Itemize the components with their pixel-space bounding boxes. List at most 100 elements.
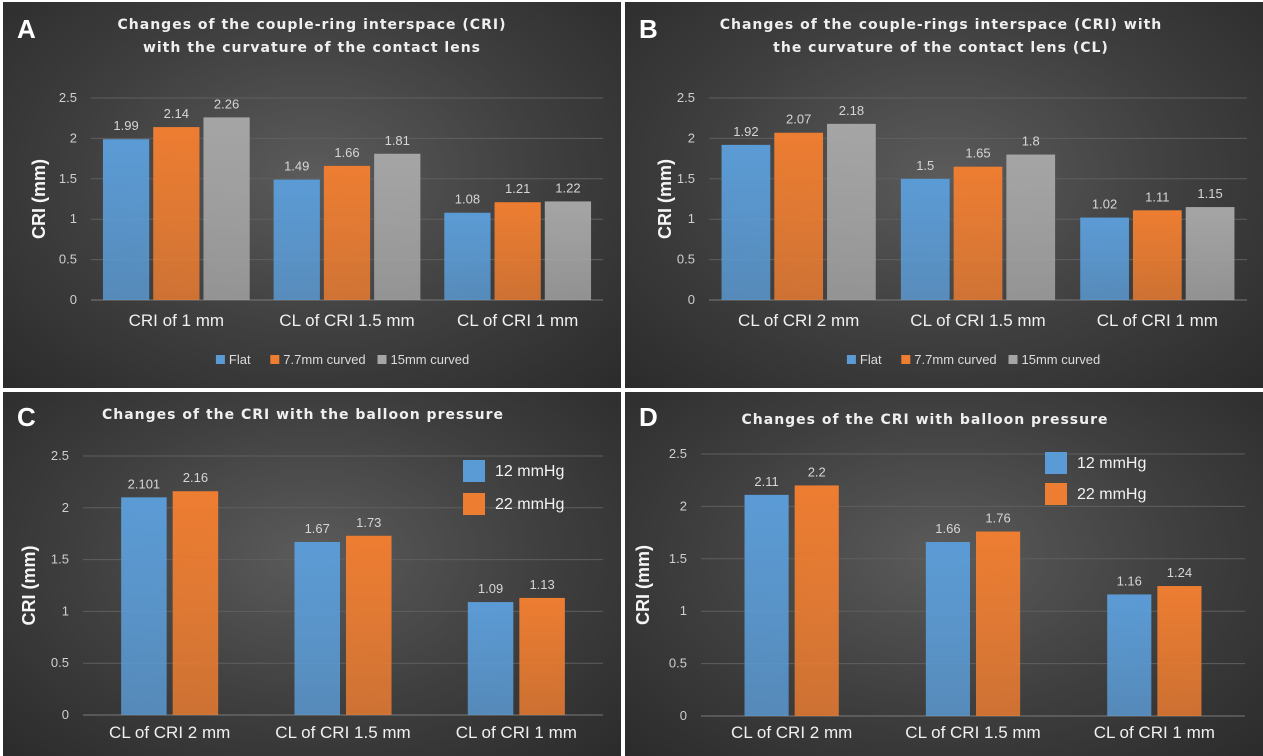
chart-c-svg: C Changes of the CRI with the balloon pre… xyxy=(17,402,603,742)
legend-swatch xyxy=(463,493,485,515)
y-tick-label: 0.5 xyxy=(51,655,69,670)
y-tick-label: 2 xyxy=(70,130,77,145)
legend-swatch xyxy=(901,355,911,364)
chart-panel-a: A Changes of the couple-ring interspace (… xyxy=(3,2,621,388)
legend-label: 15mm curved xyxy=(391,352,470,367)
chart-panel-b: B Changes of the couple-rings interspace … xyxy=(625,2,1263,388)
x-category-label: CRI of 1 mm xyxy=(129,311,224,330)
x-category-label: CL of CRI 2 mm xyxy=(738,311,859,330)
data-label: 1.8 xyxy=(1022,134,1040,149)
legend-swatch xyxy=(1045,483,1067,505)
x-category-label: CL of CRI 1 mm xyxy=(457,311,578,330)
data-label: 1.66 xyxy=(935,521,960,536)
panel-letter-d: D xyxy=(639,402,658,432)
bar-15mm-curved xyxy=(374,153,421,300)
bar-12-mmhg xyxy=(467,602,514,715)
chart-panel-c: C Changes of the CRI with the balloon pre… xyxy=(3,392,621,756)
bar-22-mmhg xyxy=(346,535,392,715)
y-tick-label: 2.5 xyxy=(59,90,77,105)
bar-7-7mm-curved xyxy=(494,202,541,300)
x-category-label: CL of CRI 2 mm xyxy=(731,723,852,742)
bar-flat xyxy=(721,144,771,300)
legend-swatch xyxy=(377,355,387,364)
bar-12-mmhg xyxy=(294,541,340,715)
chart-d-svg: D Changes of the CRI with balloon pressur… xyxy=(633,402,1245,742)
bar-7-7mm-curved xyxy=(323,165,371,300)
data-label: 1.99 xyxy=(113,118,138,133)
data-label: 2.16 xyxy=(183,470,208,485)
bar-12-mmhg xyxy=(121,497,167,715)
bar-22-mmhg xyxy=(976,531,1021,716)
bar-7-7mm-curved xyxy=(1132,210,1182,300)
data-label: 1.65 xyxy=(965,146,990,161)
y-axis-label: CRI (mm) xyxy=(19,545,39,625)
y-tick-label: 0 xyxy=(680,708,687,723)
panel-letter-b: B xyxy=(639,14,658,44)
x-category-label: CL of CRI 1.5 mm xyxy=(905,723,1040,742)
legend-swatch xyxy=(846,355,856,364)
x-category-label: CL of CRI 1 mm xyxy=(1094,723,1215,742)
data-label: 1.22 xyxy=(555,180,580,195)
x-category-label: CL of CRI 1 mm xyxy=(1097,311,1218,330)
panel-letter-a: A xyxy=(17,14,36,44)
data-label: 2.101 xyxy=(128,476,161,491)
bar-7-7mm-curved xyxy=(953,166,1003,300)
bar-flat xyxy=(444,212,491,300)
legend-swatch xyxy=(1045,452,1067,474)
legend-label: 12 mmHg xyxy=(495,463,564,480)
legend-label: 22 mmHg xyxy=(1077,486,1146,503)
data-label: 1.21 xyxy=(505,181,530,196)
x-category-label: CL of CRI 1.5 mm xyxy=(910,311,1045,330)
legend-swatch xyxy=(215,355,225,364)
y-tick-label: 0 xyxy=(62,707,69,722)
y-tick-label: 0.5 xyxy=(677,252,695,267)
bar-12-mmhg xyxy=(1107,594,1152,716)
x-category-label: CL of CRI 1.5 mm xyxy=(279,311,414,330)
bar-15mm-curved xyxy=(1185,207,1235,300)
legend-label: Flat xyxy=(229,352,251,367)
x-category-label: CL of CRI 1 mm xyxy=(456,723,577,742)
data-label: 1.76 xyxy=(985,511,1010,526)
bar-22-mmhg xyxy=(1157,586,1202,716)
data-label: 2.2 xyxy=(808,464,826,479)
y-tick-label: 0 xyxy=(688,292,695,307)
bar-15mm-curved xyxy=(203,117,250,300)
bar-7-7mm-curved xyxy=(153,127,200,300)
chart-b-svg: B Changes of the couple-rings interspace … xyxy=(639,14,1247,367)
chart-title-c: Changes of the CRI with the balloon pres… xyxy=(102,407,504,423)
bar-flat xyxy=(273,179,320,300)
legend-label: 7.7mm curved xyxy=(914,352,996,367)
bar-22-mmhg xyxy=(172,491,219,715)
y-tick-label: 2.5 xyxy=(51,448,69,463)
y-tick-label: 1.5 xyxy=(669,551,687,566)
y-tick-label: 1.5 xyxy=(51,552,69,567)
data-label: 1.81 xyxy=(385,133,410,148)
data-label: 2.11 xyxy=(754,474,778,489)
bar-12-mmhg xyxy=(744,494,789,716)
x-category-label: CL of CRI 2 mm xyxy=(109,723,230,742)
y-tick-label: 0.5 xyxy=(669,656,687,671)
bar-flat xyxy=(1080,217,1129,300)
legend-swatch xyxy=(1008,355,1018,364)
y-tick-label: 1 xyxy=(62,603,69,618)
legend-swatch xyxy=(463,460,485,482)
data-label: 2.26 xyxy=(214,96,239,111)
legend-label: 15mm curved xyxy=(1022,352,1101,367)
bar-15mm-curved xyxy=(827,123,876,300)
data-label: 1.16 xyxy=(1117,573,1142,588)
chart-panel-d: D Changes of the CRI with balloon pressur… xyxy=(625,392,1263,756)
y-tick-label: 2 xyxy=(680,498,687,513)
chart-title-d: Changes of the CRI with balloon pressure xyxy=(742,412,1109,428)
y-tick-label: 1 xyxy=(70,211,77,226)
data-label: 1.08 xyxy=(455,192,480,207)
y-tick-label: 2 xyxy=(62,500,69,515)
y-tick-label: 2 xyxy=(688,130,695,145)
y-axis-label: CRI (mm) xyxy=(633,545,653,625)
y-tick-label: 0 xyxy=(70,292,77,307)
data-label: 1.11 xyxy=(1145,189,1169,204)
bar-flat xyxy=(900,178,950,300)
y-tick-label: 2.5 xyxy=(677,90,695,105)
y-tick-label: 2.5 xyxy=(669,446,687,461)
chart-title-b: the curvature of the contact lens (CL) xyxy=(773,40,1109,56)
chart-title-a: with the curvature of the contact lens xyxy=(143,40,481,56)
